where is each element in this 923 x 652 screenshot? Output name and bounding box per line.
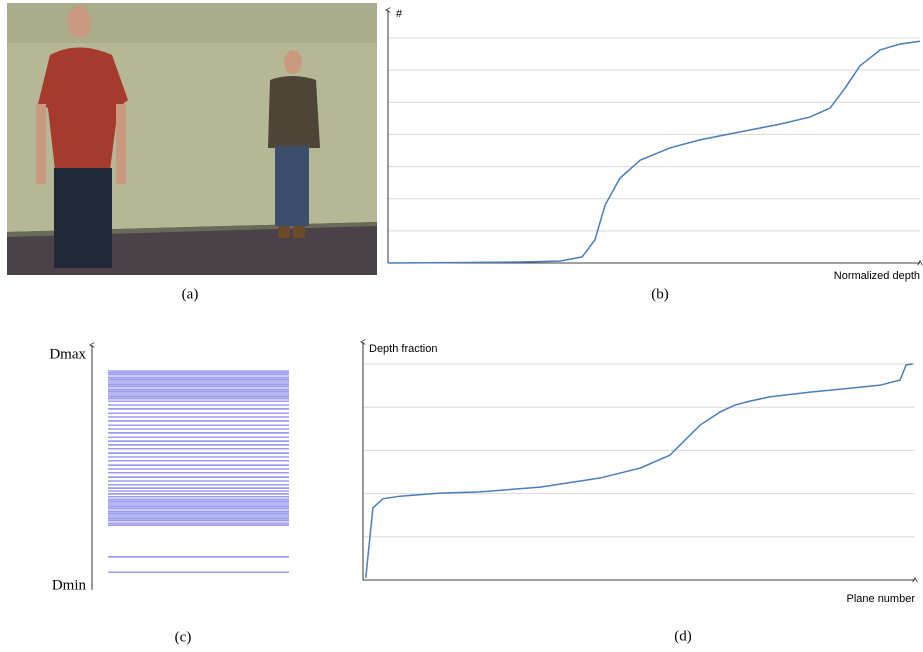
caption: (a) xyxy=(182,286,199,302)
caption: (c) xyxy=(175,629,192,645)
curve xyxy=(365,363,913,578)
y-axis-label: Depth fraction xyxy=(369,343,437,355)
x-axis-label: Normalized depth xyxy=(834,270,920,282)
x-axis-label: Plane number xyxy=(847,593,916,605)
y-bottom-label: Dmin xyxy=(52,577,87,593)
photo xyxy=(7,3,377,275)
y-top-label: Dmax xyxy=(49,346,86,362)
caption: (b) xyxy=(651,286,669,302)
y-axis-label: # xyxy=(396,8,403,20)
caption: (d) xyxy=(674,628,692,644)
curve xyxy=(387,40,921,264)
